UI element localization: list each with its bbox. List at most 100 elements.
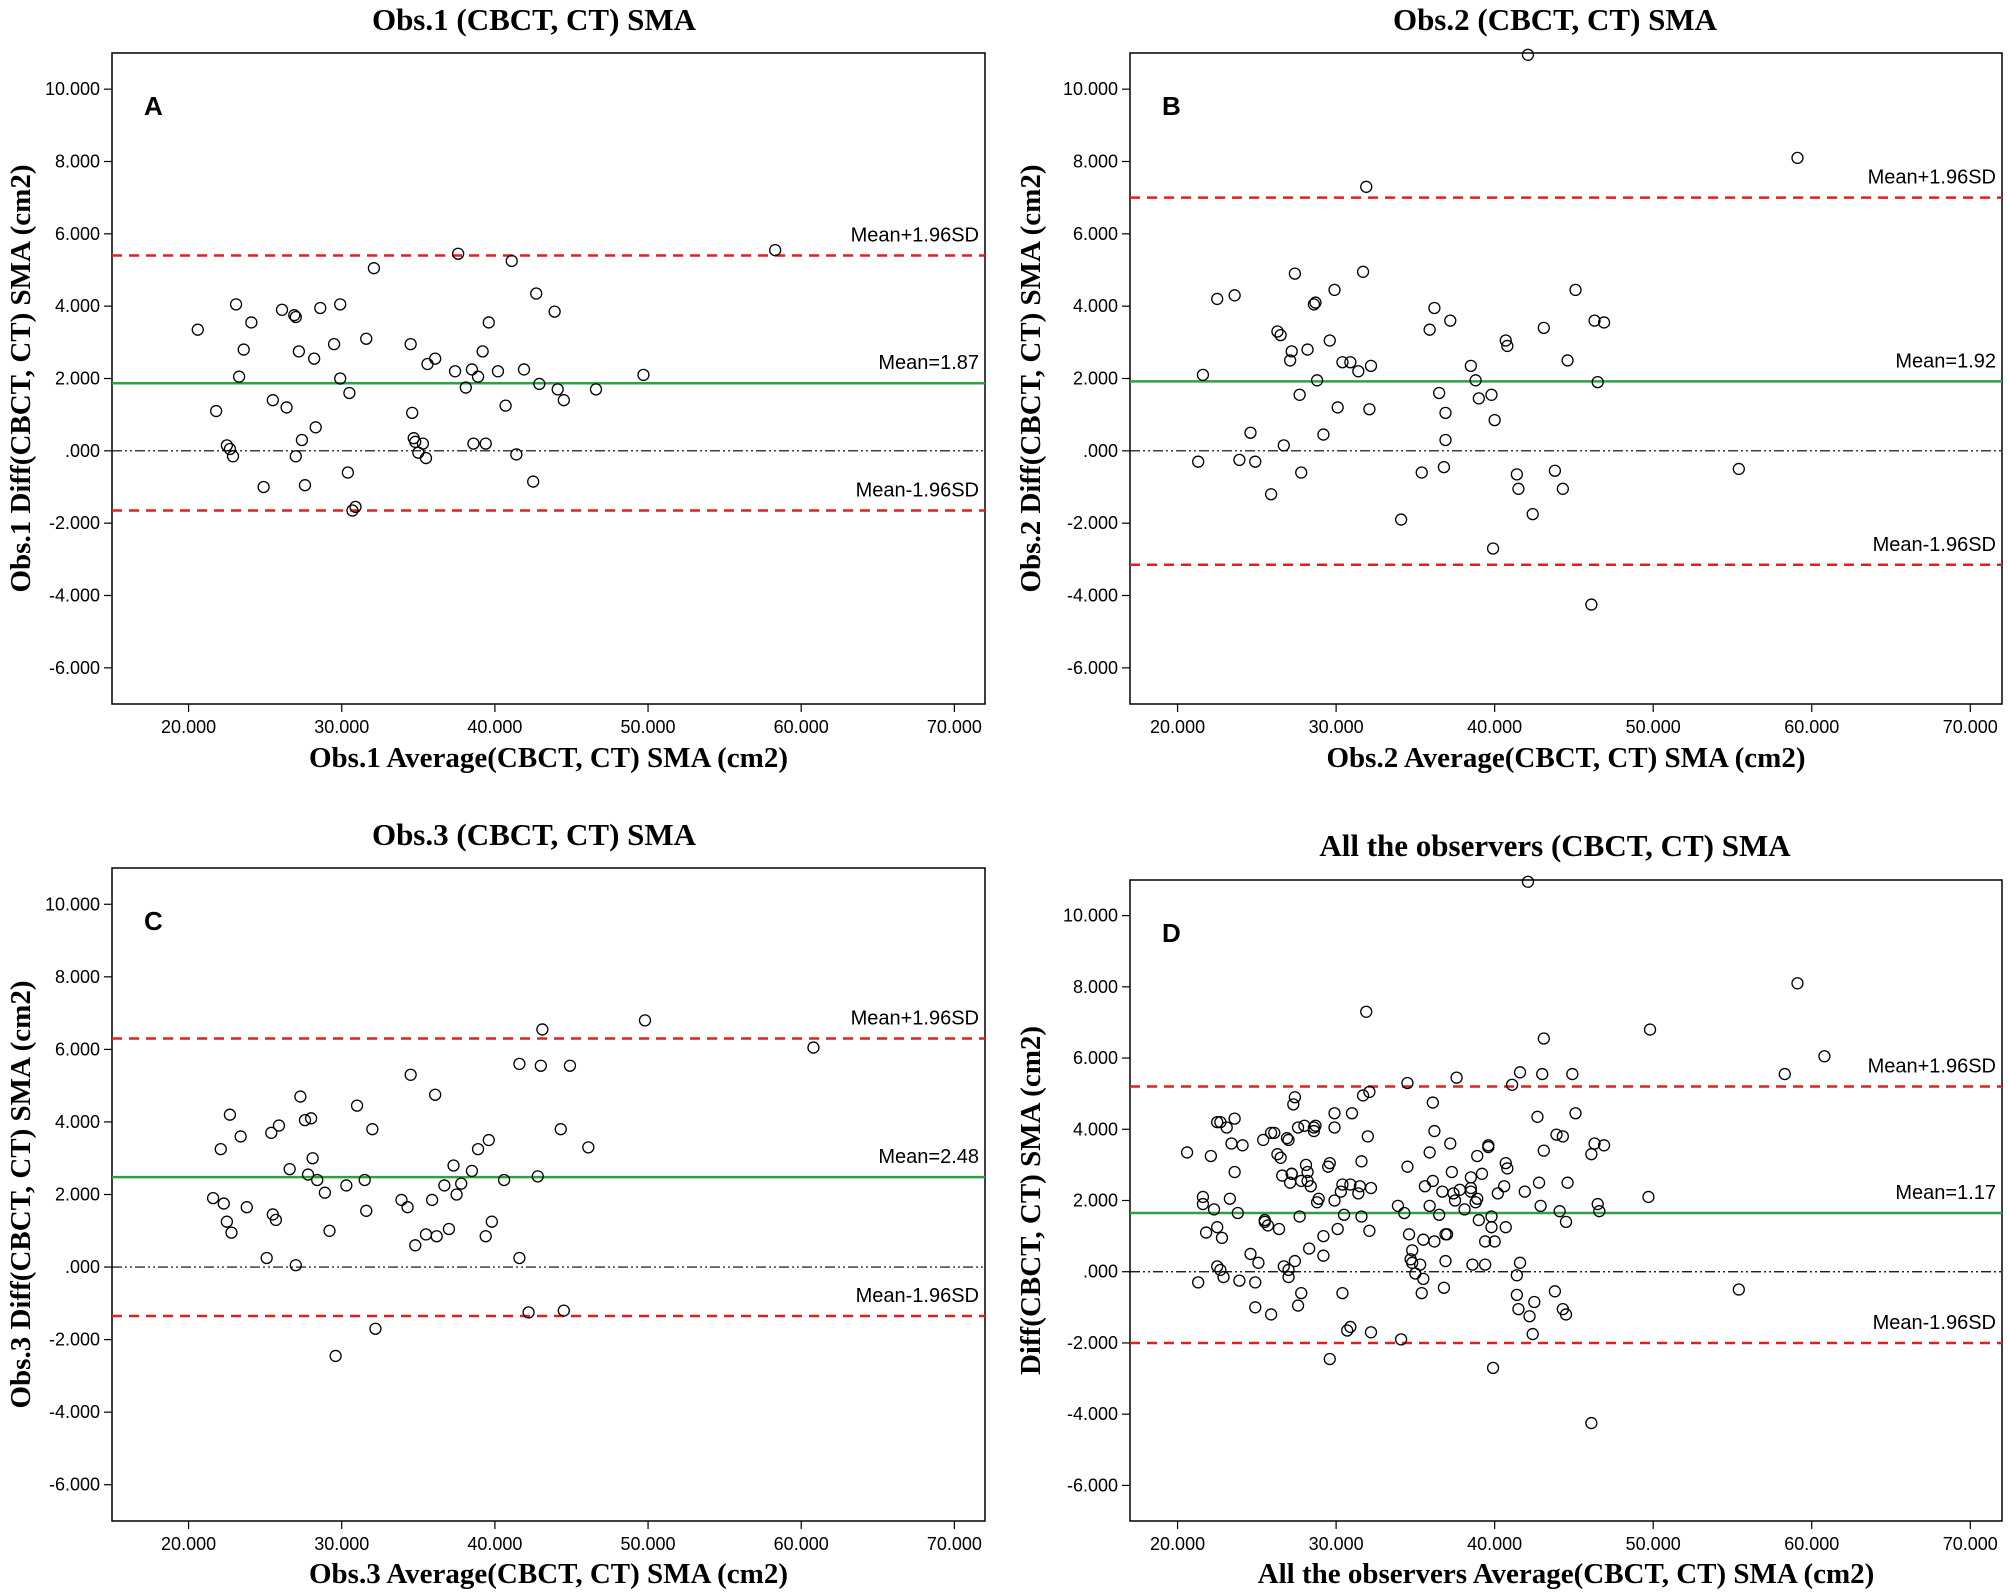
- data-point: [1513, 1066, 1527, 1079]
- data-point: [306, 1152, 319, 1165]
- data-point: [1499, 1156, 1512, 1170]
- data-point: [234, 1130, 247, 1143]
- x-tick-label: 40.000: [467, 1534, 522, 1554]
- chart-title: Obs.2 (CBCT, CT) SMA: [1393, 2, 1718, 37]
- data-point: [1591, 375, 1604, 389]
- data-point: [455, 1177, 468, 1190]
- data-point: [1593, 1205, 1606, 1218]
- y-tick-label: 6.000: [1073, 1048, 1118, 1068]
- data-point: [589, 383, 603, 396]
- y-tick-label: 10.000: [45, 79, 100, 99]
- data-point: [1526, 1327, 1539, 1341]
- data-point: [1426, 1174, 1439, 1188]
- data-point: [1406, 1244, 1419, 1257]
- data-point: [1192, 1276, 1205, 1289]
- data-point: [1225, 1137, 1238, 1150]
- data-point: [1464, 1171, 1478, 1184]
- data-point: [1437, 460, 1451, 474]
- y-tick-label: 10.000: [1063, 79, 1118, 99]
- data-point: [638, 1014, 652, 1027]
- data-point: [419, 451, 433, 465]
- y-tick-label: 2.000: [1073, 369, 1118, 389]
- data-point: [409, 435, 422, 448]
- data-point: [1285, 1167, 1298, 1180]
- x-tick-label: 50.000: [621, 717, 676, 737]
- data-point: [1482, 1140, 1495, 1154]
- data-point: [1328, 1121, 1341, 1134]
- panel-letter: B: [1162, 91, 1181, 121]
- data-point: [289, 310, 302, 324]
- data-point: [1244, 426, 1257, 439]
- data-point: [1323, 1156, 1336, 1170]
- data-point: [554, 1123, 567, 1136]
- data-point: [1283, 354, 1297, 367]
- y-tick-label: .000: [1083, 1262, 1118, 1282]
- data-point: [1344, 1320, 1357, 1334]
- data-point: [505, 254, 518, 268]
- data-point: [1180, 1146, 1194, 1159]
- data-point: [1280, 1132, 1294, 1145]
- data-point: [1791, 151, 1804, 165]
- data-point: [1471, 1149, 1484, 1163]
- data-point: [1510, 1269, 1524, 1282]
- data-point: [1413, 1258, 1427, 1271]
- y-tick-label: .000: [65, 1257, 100, 1277]
- data-point: [1423, 1146, 1436, 1159]
- data-point: [283, 1162, 296, 1176]
- y-tick-label: 10.000: [1063, 906, 1118, 926]
- data-point: [1499, 334, 1512, 347]
- data-point: [1498, 1180, 1511, 1193]
- data-point: [1309, 296, 1322, 309]
- data-point: [1293, 388, 1306, 401]
- x-tick-label: 20.000: [161, 1534, 216, 1554]
- data-point: [1291, 1299, 1305, 1312]
- data-point: [1534, 1199, 1547, 1212]
- data-point: [447, 1159, 460, 1172]
- data-point: [1223, 1192, 1237, 1205]
- data-point: [1233, 453, 1246, 467]
- data-point: [1272, 1222, 1286, 1236]
- lower-limit-label: Mean-1.96SD: [856, 480, 979, 502]
- plot-frame: [1129, 52, 2003, 705]
- x-tick-label: 70.000: [1943, 1534, 1998, 1554]
- data-point: [429, 1088, 442, 1101]
- data-point: [522, 1306, 535, 1319]
- data-point: [534, 1059, 547, 1072]
- y-tick-label: .000: [1083, 441, 1118, 461]
- data-point: [334, 372, 347, 385]
- data-point: [451, 247, 465, 260]
- data-point: [1531, 1110, 1544, 1123]
- data-points: [206, 1014, 820, 1363]
- data-point: [416, 437, 430, 450]
- data-point: [1512, 482, 1525, 495]
- data-point: [1344, 356, 1357, 369]
- data-point: [1288, 1254, 1302, 1268]
- panel-letter: A: [144, 91, 163, 121]
- data-point: [491, 365, 505, 378]
- data-point: [1550, 1128, 1563, 1141]
- data-point: [1439, 406, 1452, 420]
- data-point: [430, 1230, 443, 1243]
- data-point: [1196, 1190, 1210, 1204]
- data-points: [191, 243, 782, 517]
- data-point: [1569, 283, 1582, 297]
- data-point: [369, 1322, 382, 1335]
- data-point: [327, 337, 341, 351]
- data-point: [295, 433, 309, 447]
- data-point: [409, 1239, 422, 1252]
- data-point: [1561, 1176, 1574, 1189]
- data-point: [1360, 180, 1373, 193]
- data-point: [425, 1193, 439, 1207]
- data-point: [294, 1090, 307, 1103]
- data-point: [245, 316, 258, 329]
- data-point: [563, 1059, 577, 1072]
- data-point: [1458, 1203, 1471, 1216]
- x-tick-label: 70.000: [1943, 717, 1998, 737]
- data-point: [1791, 977, 1804, 990]
- y-tick-label: -6.000: [49, 658, 100, 678]
- data-point: [1469, 374, 1482, 387]
- data-point: [1287, 1098, 1300, 1111]
- data-point: [1523, 1310, 1536, 1323]
- data-point: [257, 480, 270, 494]
